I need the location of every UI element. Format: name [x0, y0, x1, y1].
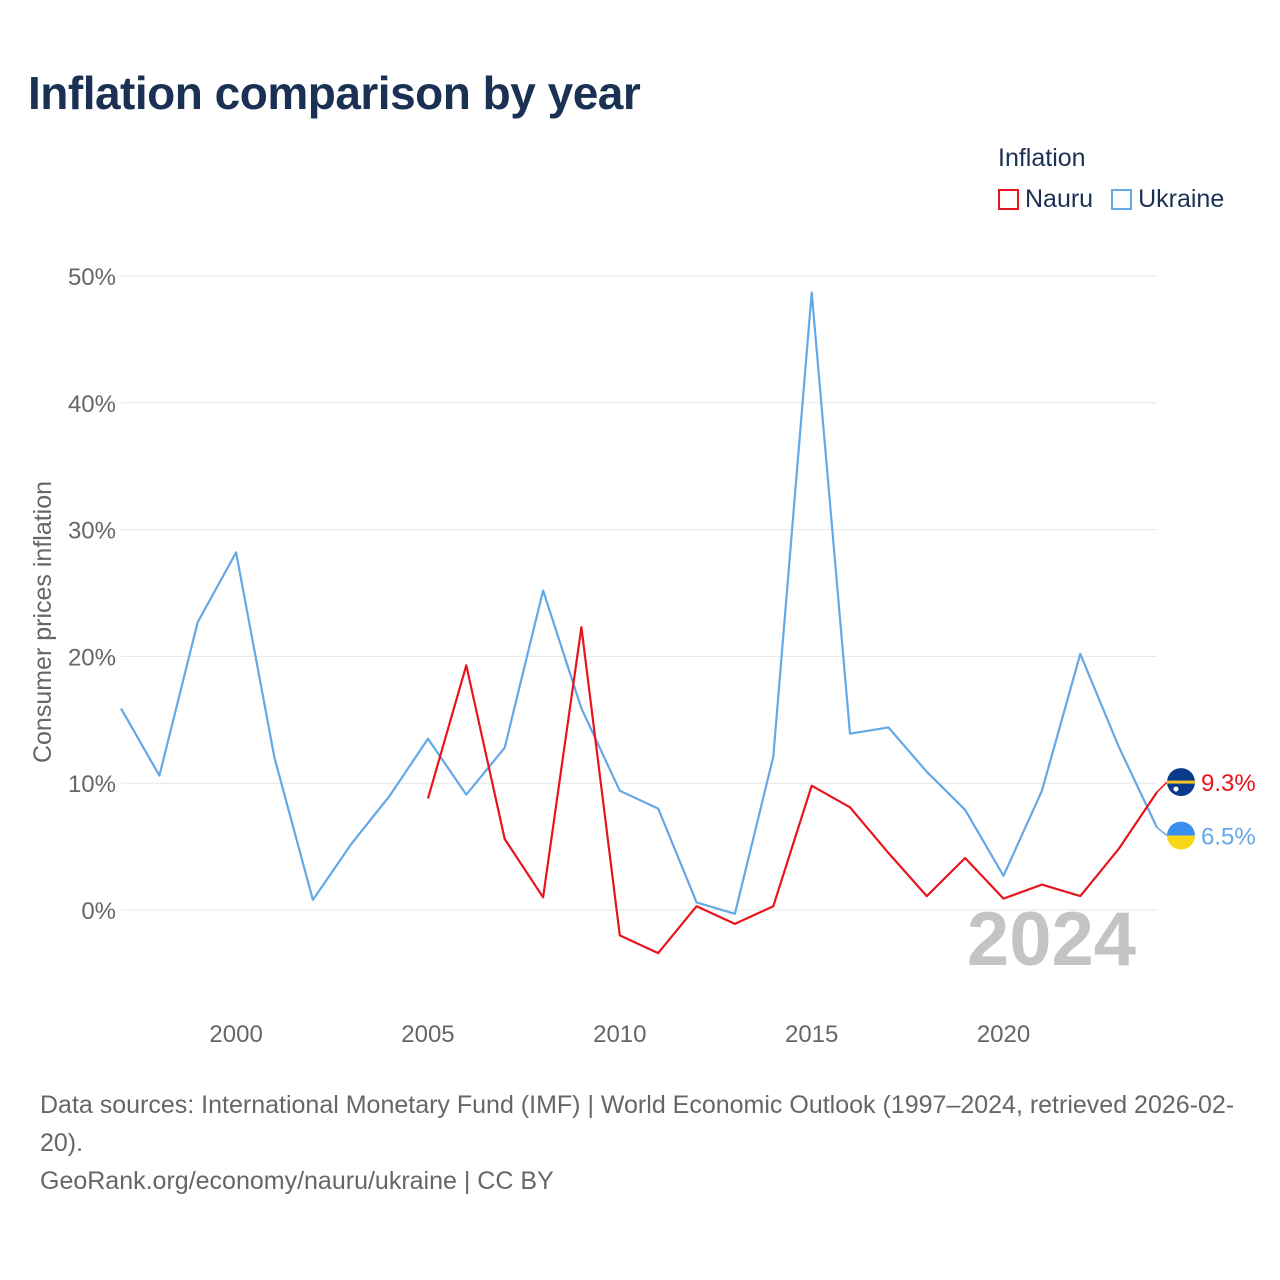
connector-nauru: [1156, 781, 1168, 793]
end-label-ukraine: 6.5%: [1201, 824, 1256, 851]
y-tick-label-0: 0%: [81, 898, 116, 925]
series-end-markers: 6.5% 9.3%: [1156, 768, 1256, 851]
legend-label-ukraine: Ukraine: [1138, 185, 1225, 213]
x-tick-label-2015: 2015: [785, 1021, 838, 1048]
y-tick-label-30: 30%: [68, 518, 116, 545]
x-tick-label-2020: 2020: [977, 1021, 1030, 1048]
legend-title: Inflation: [998, 144, 1086, 172]
y-tick-label-20: 20%: [68, 644, 116, 671]
series-lines: [120, 291, 1158, 955]
legend-items: Nauru Ukraine: [998, 185, 1242, 214]
footer: Data sources: International Monetary Fun…: [40, 1086, 1250, 1200]
grid-lines: [121, 275, 1157, 911]
year-watermark: 2024: [967, 897, 1136, 982]
legend-item-nauru[interactable]: Nauru: [998, 185, 1093, 214]
end-label-nauru: 9.3%: [1201, 770, 1256, 797]
y-tick-label-50: 50%: [68, 264, 116, 291]
series-line-ukraine: [120, 291, 1158, 915]
chart-title: Inflation comparison by year: [28, 67, 641, 119]
data-sources: Data sources: International Monetary Fun…: [40, 1091, 1235, 1157]
y-tick-label-40: 40%: [68, 391, 116, 418]
legend: Inflation Nauru Ukraine: [998, 144, 1242, 214]
series-line-nauru: [426, 626, 1158, 955]
x-tick-label-2005: 2005: [401, 1021, 454, 1048]
legend-item-ukraine[interactable]: Ukraine: [1111, 185, 1224, 214]
x-axis-tick-labels: 2000 2005 2010 2015 2020: [209, 1021, 1030, 1048]
legend-swatch-ukraine: [1111, 189, 1133, 210]
connector-ukraine: [1156, 826, 1168, 837]
flag-nauru-icon: [1167, 768, 1195, 797]
legend-swatch-nauru: [998, 189, 1019, 210]
x-tick-label-2010: 2010: [593, 1021, 646, 1048]
legend-label-nauru: Nauru: [1025, 185, 1094, 213]
credit-link[interactable]: GeoRank.org/economy/nauru/ukraine | CC B…: [40, 1167, 554, 1195]
flag-ukraine-icon: [1167, 821, 1195, 850]
x-tick-label-2000: 2000: [209, 1021, 262, 1048]
y-axis-label: Consumer prices inflation: [29, 481, 57, 763]
y-axis-tick-labels: 0% 10% 20% 30% 40% 50%: [68, 264, 116, 925]
y-tick-label-10: 10%: [68, 771, 116, 798]
